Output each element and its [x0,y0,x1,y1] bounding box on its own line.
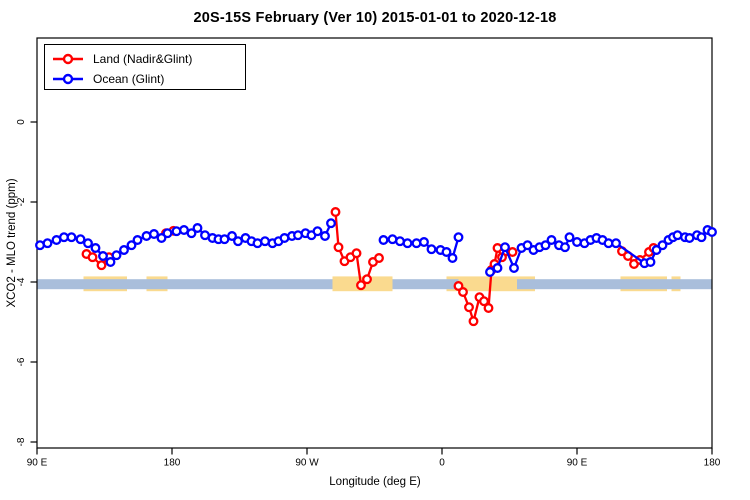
series-land [81,207,659,327]
data-point-land [362,274,372,285]
data-point-ocean [105,257,116,267]
data-point-ocean [156,233,167,243]
data-point-ocean [441,247,452,257]
data-point-land [333,242,344,253]
data-point-ocean [149,229,159,239]
ocean-line-marker-icon [53,73,83,85]
data-point-ocean [426,244,437,255]
data-point-ocean [186,228,197,239]
x-tick-label: 90 W [295,458,319,469]
land-line-marker-icon [53,53,83,65]
data-point-land [374,253,384,263]
data-point-ocean [42,238,53,249]
y-tick-label: -2 [16,197,27,206]
x-tick-label: 180 [704,458,721,469]
data-point-ocean [402,238,413,249]
data-point-ocean [492,263,503,273]
y-axis-label: XCO2 - MLO trend (ppm) [6,178,18,308]
data-point-ocean [66,232,77,243]
y-tick-label: -4 [16,277,27,286]
data-point-ocean [90,243,101,253]
x-tick-label: 90 E [27,458,48,469]
data-point-land [464,302,474,313]
data-point-ocean [171,226,182,237]
legend-item-land: Land (Nadir&Glint) [51,49,245,69]
data-point-land [87,252,98,263]
data-point-ocean [707,227,717,237]
data-point-ocean [447,253,458,263]
blue-band [392,279,459,290]
data-point-ocean [611,238,621,249]
data-point-ocean [560,242,570,253]
data-point-ocean [378,235,389,245]
chart-title: 20S-15S February (Ver 10) 2015-01-01 to … [193,10,557,26]
y-tick-label: 0 [16,119,27,125]
data-point-ocean [540,240,551,251]
data-point-ocean [522,240,533,251]
data-point-ocean [119,245,129,255]
data-point-ocean [312,226,323,237]
data-point-land [351,248,362,259]
data-point-ocean [75,234,86,245]
data-point-ocean [111,250,122,261]
y-tick-label: -8 [16,437,27,446]
data-point-ocean [564,232,575,243]
legend: Land (Nadir&Glint) Ocean (Glint) [44,44,246,90]
data-point-ocean [546,235,557,245]
data-point-ocean [509,263,519,273]
data-point-ocean [500,242,510,253]
data-point-land [330,207,341,217]
data-point-ocean [696,232,707,243]
data-point-ocean [320,231,330,241]
data-point-ocean [657,240,668,251]
data-point-land [356,280,366,291]
data-point-ocean [227,231,237,241]
data-point-land [479,296,489,307]
x-tick-label: 0 [439,458,445,469]
data-point-ocean [162,228,173,239]
legend-label-ocean: Ocean (Glint) [93,72,165,86]
data-point-land [468,316,479,327]
data-point-land [96,260,107,271]
data-point-ocean [651,245,662,255]
blue-band [37,279,333,290]
x-tick-label: 180 [164,458,181,469]
data-point-ocean [98,251,108,261]
data-point-ocean [132,235,143,245]
data-point-ocean [645,257,656,267]
data-point-ocean [326,218,336,229]
data-point-land [458,287,468,297]
data-point-ocean [83,238,93,249]
data-point-ocean [411,238,422,249]
blue-band [517,279,712,290]
data-point-ocean [453,232,464,243]
data-point-ocean [126,240,137,251]
x-tick-label: 90 E [567,458,588,469]
data-point-land [483,303,494,313]
series-ocean [35,218,717,277]
legend-label-land: Land (Nadir&Glint) [93,52,193,66]
legend-item-ocean: Ocean (Glint) [51,69,245,89]
data-point-ocean [192,223,203,233]
data-point-ocean [572,237,582,247]
data-point-land [507,247,518,257]
y-tick-label: -6 [16,357,27,366]
x-axis-label: Longitude (deg E) [329,476,421,488]
data-point-ocean [485,267,495,277]
data-point-ocean [419,237,429,247]
